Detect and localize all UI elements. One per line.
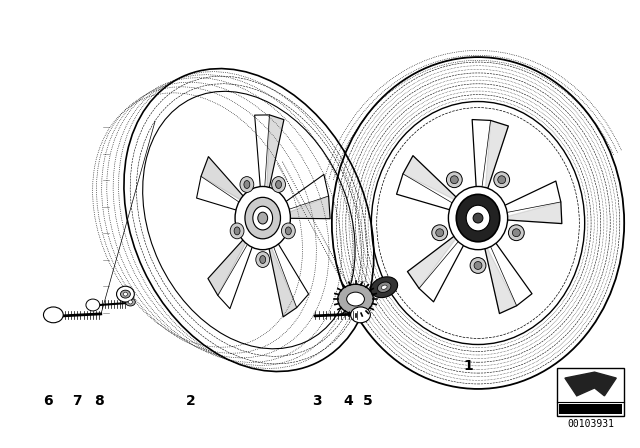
Ellipse shape — [456, 194, 500, 242]
Ellipse shape — [473, 213, 483, 223]
Ellipse shape — [124, 292, 127, 296]
Polygon shape — [408, 230, 463, 289]
Ellipse shape — [371, 277, 397, 297]
Ellipse shape — [258, 212, 268, 224]
Ellipse shape — [449, 186, 508, 250]
Polygon shape — [484, 121, 508, 198]
Ellipse shape — [245, 197, 280, 239]
Text: 3: 3 — [312, 394, 322, 408]
Text: 7: 7 — [72, 394, 81, 408]
Bar — [557, 368, 624, 416]
Ellipse shape — [432, 225, 447, 241]
Polygon shape — [565, 372, 616, 396]
Ellipse shape — [466, 205, 490, 231]
Ellipse shape — [253, 206, 273, 230]
Ellipse shape — [381, 285, 387, 289]
Text: 6: 6 — [44, 394, 53, 408]
Polygon shape — [201, 157, 253, 207]
Text: 5: 5 — [362, 394, 372, 408]
Ellipse shape — [470, 258, 486, 273]
Ellipse shape — [276, 181, 282, 189]
Polygon shape — [266, 235, 297, 317]
Ellipse shape — [116, 286, 134, 302]
Ellipse shape — [256, 252, 269, 267]
Ellipse shape — [351, 307, 371, 323]
Ellipse shape — [271, 177, 285, 193]
Ellipse shape — [508, 225, 524, 241]
Ellipse shape — [371, 102, 585, 345]
Ellipse shape — [234, 227, 240, 235]
Polygon shape — [275, 196, 330, 219]
Bar — [559, 404, 622, 414]
Polygon shape — [266, 115, 284, 201]
Ellipse shape — [230, 223, 244, 239]
Text: 00103931: 00103931 — [567, 418, 614, 429]
Text: 8: 8 — [94, 394, 104, 408]
Ellipse shape — [120, 290, 131, 298]
Ellipse shape — [494, 172, 509, 188]
Ellipse shape — [129, 300, 132, 304]
Polygon shape — [483, 239, 516, 314]
Ellipse shape — [436, 229, 444, 237]
Polygon shape — [403, 155, 464, 204]
Ellipse shape — [285, 227, 291, 235]
Ellipse shape — [338, 284, 373, 314]
Ellipse shape — [498, 176, 506, 184]
Ellipse shape — [451, 176, 458, 184]
Ellipse shape — [260, 256, 266, 263]
Ellipse shape — [44, 307, 63, 323]
Ellipse shape — [86, 299, 100, 311]
Ellipse shape — [240, 177, 254, 193]
Ellipse shape — [125, 298, 135, 306]
Ellipse shape — [513, 229, 520, 237]
Text: 2: 2 — [186, 394, 195, 408]
Ellipse shape — [235, 186, 291, 250]
Ellipse shape — [447, 172, 462, 188]
Ellipse shape — [282, 223, 295, 239]
Ellipse shape — [474, 262, 482, 269]
Ellipse shape — [378, 282, 391, 293]
Ellipse shape — [347, 292, 364, 306]
Text: 4: 4 — [344, 394, 353, 408]
Text: 1: 1 — [463, 359, 474, 373]
Ellipse shape — [244, 181, 250, 189]
Polygon shape — [208, 228, 253, 296]
Polygon shape — [497, 202, 562, 224]
